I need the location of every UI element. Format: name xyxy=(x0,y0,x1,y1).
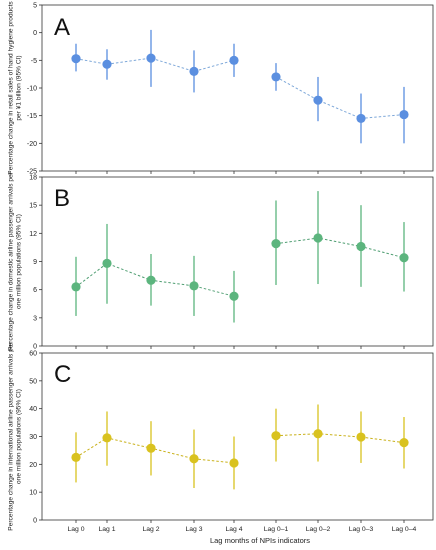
data-point xyxy=(229,458,239,468)
x-tick-label: Lag 0–2 xyxy=(306,526,331,533)
y-tick-label: 30 xyxy=(29,434,37,441)
x-tick-label: Lag 2 xyxy=(142,526,159,533)
y-tick-label: 10 xyxy=(29,490,37,497)
y-tick-label: 20 xyxy=(29,462,37,469)
data-point xyxy=(313,429,323,439)
data-point xyxy=(399,438,409,448)
y-tick-label: 6 xyxy=(33,287,37,294)
plot-frame xyxy=(41,4,434,172)
y-tick-label: 40 xyxy=(29,406,37,413)
plot-frame xyxy=(41,352,434,521)
data-point xyxy=(399,253,409,263)
data-point xyxy=(356,432,366,442)
data-point xyxy=(71,54,81,64)
data-point xyxy=(229,291,239,301)
panel-c: 0 10 20 30 40 50 60 C Percentage change in inter… xyxy=(8,341,434,533)
data-point xyxy=(189,66,199,76)
plot-frame xyxy=(41,176,434,347)
data-point xyxy=(356,113,366,124)
y-tick-label: -5 xyxy=(31,58,37,65)
y-tick-label: -10 xyxy=(27,86,37,93)
y-tick-label: 12 xyxy=(29,231,37,238)
y-tick-label: 60 xyxy=(29,351,37,358)
y-tick-label: 0 xyxy=(33,30,37,37)
data-point xyxy=(146,53,156,63)
data-point xyxy=(399,109,409,120)
y-tick-label: 9 xyxy=(33,259,37,266)
y-tick-label: 3 xyxy=(33,315,37,322)
series-line xyxy=(275,433,405,444)
y-tick-label: 0 xyxy=(33,518,37,525)
y-axis-label: Percentage change in retail sales of han… xyxy=(8,1,23,175)
x-tick-label: Lag 1 xyxy=(98,526,115,533)
data-point xyxy=(313,95,323,105)
data-point xyxy=(71,282,81,292)
data-point xyxy=(271,431,281,441)
data-point xyxy=(102,433,112,443)
y-axis-label: Percentage change in domestic airline pa… xyxy=(8,171,23,351)
data-point xyxy=(271,239,281,249)
series-line xyxy=(275,237,405,259)
y-axis-label: Percentage change in international airli… xyxy=(8,341,23,530)
y-tick-label: -15 xyxy=(27,113,37,120)
panel-a: 5 0 -5 -10 -15 -20 -25 A Percentage change in re… xyxy=(8,1,434,176)
y-tick-label: 5 xyxy=(33,3,37,10)
data-point xyxy=(102,59,112,69)
y-tick-label: 50 xyxy=(29,378,37,385)
data-point xyxy=(189,454,199,464)
data-point xyxy=(271,72,281,82)
y-tick-label: 18 xyxy=(29,175,37,182)
y-tick-label: -20 xyxy=(27,141,37,148)
x-tick-label: Lag 0 xyxy=(67,526,84,533)
y-tick-label: 0 xyxy=(33,344,37,351)
panel-label: B xyxy=(54,185,70,212)
data-point xyxy=(102,258,112,268)
x-tick-label: Lag 0–4 xyxy=(392,526,417,533)
panel-b: 0 3 6 9 12 15 18 B Percentage change in domestic… xyxy=(8,171,434,351)
panel-label: C xyxy=(54,361,71,388)
x-tick-label: Lag 4 xyxy=(225,526,242,533)
data-point xyxy=(146,275,156,285)
x-tick-label: Lag 0–1 xyxy=(264,526,289,533)
data-point xyxy=(313,233,323,243)
series-line xyxy=(275,76,405,119)
x-axis-title: Lag months of NPIs indicators xyxy=(210,536,310,545)
data-point xyxy=(356,241,366,252)
data-point xyxy=(71,452,81,462)
y-tick-label: 15 xyxy=(29,203,37,210)
data-point xyxy=(229,55,239,65)
x-tick-label: Lag 0–3 xyxy=(349,526,374,533)
x-tick-label: Lag 3 xyxy=(185,526,202,533)
data-point xyxy=(189,281,199,291)
data-point xyxy=(146,443,156,453)
panel-label: A xyxy=(54,14,70,41)
y-tick-label: -25 xyxy=(27,169,37,176)
